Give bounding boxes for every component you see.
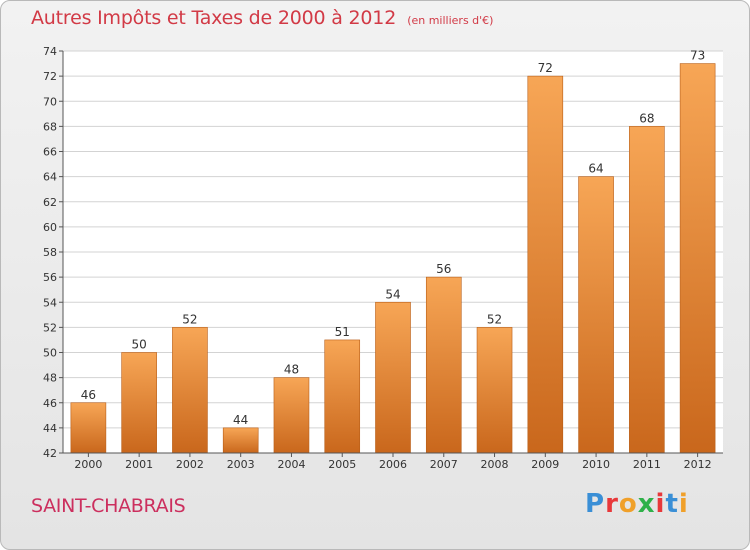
data-label-2011: 68 — [639, 111, 654, 125]
bar-2007 — [425, 276, 462, 454]
bar-2011 — [629, 126, 665, 454]
data-label-2003: 44 — [233, 413, 248, 427]
data-label-2009: 72 — [538, 61, 553, 75]
y-tick-label: 58 — [43, 246, 57, 259]
x-tick-label-2011: 2011 — [633, 458, 661, 471]
data-label-2010: 64 — [588, 162, 603, 176]
y-tick-label: 44 — [43, 422, 57, 435]
data-label-2008: 52 — [487, 312, 502, 326]
bar-2004 — [273, 377, 310, 454]
y-tick-label: 70 — [43, 95, 57, 108]
bar-2009 — [527, 75, 564, 454]
data-label-2012: 73 — [690, 49, 705, 63]
y-tick-label: 60 — [43, 221, 57, 234]
y-tick-label: 54 — [43, 296, 57, 309]
y-tick-label: 64 — [43, 171, 57, 184]
x-tick-label-2004: 2004 — [277, 458, 305, 471]
chart-unit: (en milliers d'€) — [407, 14, 494, 27]
location-name: SAINT-CHABRAIS — [31, 495, 186, 517]
brand-letter: x — [637, 489, 656, 519]
brand-letter: P — [585, 489, 606, 519]
x-tick-label-2006: 2006 — [379, 458, 407, 471]
chart-title: Autres Impôts et Taxes de 2000 à 2012 — [31, 7, 397, 29]
bar-2012 — [679, 63, 716, 454]
x-tick-label-2008: 2008 — [481, 458, 509, 471]
bar-2005 — [324, 339, 361, 454]
brand-letter: o — [618, 489, 638, 519]
y-tick-label: 62 — [43, 196, 57, 209]
y-tick-label: 74 — [43, 45, 57, 58]
y-tick-label: 72 — [43, 70, 57, 83]
x-tick-label-2005: 2005 — [328, 458, 356, 471]
x-tick-label-2003: 2003 — [227, 458, 255, 471]
brand-letter: i — [678, 489, 689, 519]
y-tick-label: 42 — [43, 447, 57, 460]
bar-2010 — [578, 176, 614, 454]
y-tick-label: 56 — [43, 271, 57, 284]
x-tick-label-2001: 2001 — [125, 458, 153, 471]
bar-2002 — [172, 327, 208, 454]
x-tick-label-2002: 2002 — [176, 458, 204, 471]
y-tick-label: 68 — [43, 120, 57, 133]
y-tick-label: 46 — [43, 397, 57, 410]
data-label-2007: 56 — [436, 262, 451, 276]
data-label-2002: 52 — [182, 312, 197, 326]
bars — [70, 63, 716, 454]
x-tick-label-2010: 2010 — [582, 458, 610, 471]
y-tick-label: 66 — [43, 146, 57, 159]
data-label-2001: 50 — [132, 338, 147, 352]
x-tick-label-2009: 2009 — [531, 458, 559, 471]
brand-letter: t — [665, 489, 679, 519]
proxiti-logo[interactable]: Proxiti — [585, 489, 689, 519]
bar-2001 — [121, 352, 157, 454]
data-label-2004: 48 — [284, 363, 299, 377]
x-tick-label-2012: 2012 — [684, 458, 712, 471]
bar-2003 — [222, 427, 259, 454]
title-row: Autres Impôts et Taxes de 2000 à 2012 (e… — [31, 7, 493, 29]
brand-letter: i — [655, 489, 666, 519]
y-tick-label: 52 — [43, 321, 57, 334]
axes — [59, 50, 723, 457]
bar-2006 — [375, 301, 411, 454]
brand-letter: r — [605, 489, 619, 519]
data-label-2006: 54 — [385, 287, 400, 301]
x-tick-label-2000: 2000 — [74, 458, 102, 471]
data-label-2005: 51 — [335, 325, 350, 339]
y-tick-label: 50 — [43, 347, 57, 360]
labels: 42 44 46 48 50 52 54 56 58 60 62 64 66 68 70 72 74 46 2000… — [43, 45, 712, 471]
data-label-2000: 46 — [81, 388, 96, 402]
bar-2000 — [70, 402, 107, 454]
x-tick-label-2007: 2007 — [430, 458, 458, 471]
y-tick-label: 48 — [43, 372, 57, 385]
bar-2008 — [476, 327, 513, 454]
